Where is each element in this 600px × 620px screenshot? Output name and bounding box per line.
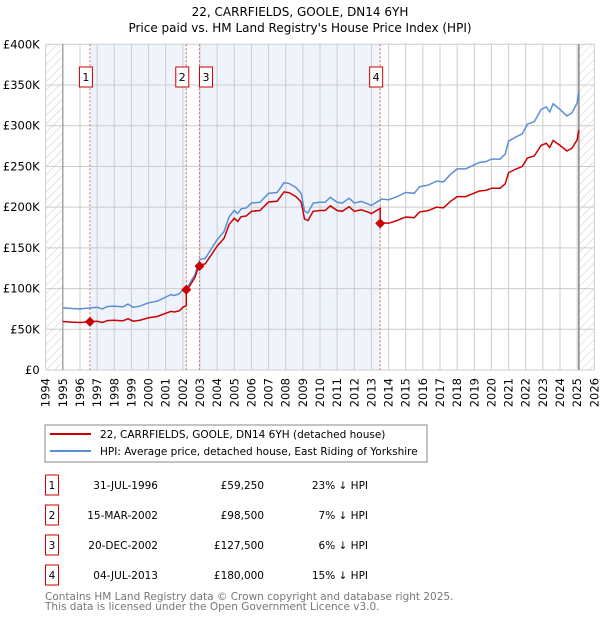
x-tick-label: 2009	[296, 378, 310, 407]
row-number: 4	[49, 570, 56, 582]
x-tick-label: 1994	[39, 378, 53, 407]
x-tick-label: 2015	[399, 378, 413, 407]
sale-badge-box	[175, 66, 190, 88]
y-tick-label: £0	[25, 363, 40, 377]
property-price-line	[62, 129, 580, 324]
table-row: 4 04-JUL-2013 £180,000 15% ↓ HPI	[45, 564, 368, 586]
table-row: 3 20-DEC-2002 £127,500 6% ↓ HPI	[45, 534, 368, 556]
footer-licence: This data is licensed under the Open Gov…	[44, 601, 380, 613]
row-number: 2	[49, 510, 56, 522]
x-tick-label: 2002	[176, 378, 190, 407]
hpi-line	[62, 91, 580, 310]
y-tick-label: £350K	[3, 78, 40, 92]
x-tick-label: 2001	[159, 378, 173, 407]
sale-badge-number: 1	[82, 71, 89, 84]
sale-price: £180,000	[214, 570, 264, 582]
sale-price: £59,250	[221, 480, 264, 492]
y-tick-label: £150K	[3, 241, 40, 255]
sale-date: 31-JUL-1996	[93, 480, 158, 492]
x-tick-label: 2020	[484, 378, 498, 407]
hpi-difference: 7% ↓ HPI	[319, 510, 368, 522]
row-number: 3	[49, 540, 56, 552]
x-tick-label: 2008	[279, 378, 293, 407]
sale-point	[181, 284, 192, 295]
row-number-box	[45, 474, 59, 496]
x-tick-label: 1997	[90, 378, 104, 407]
sale-number-badge: 3	[198, 66, 213, 88]
sale-number-badge: 4	[369, 66, 384, 88]
y-tick-label: £400K	[3, 37, 40, 51]
x-tick-label: 2016	[416, 378, 430, 407]
sale-badge-box	[78, 66, 93, 88]
sale-number-badge: 2	[175, 66, 190, 88]
y-tick-label: £50K	[10, 322, 40, 336]
sale-date: 15-MAR-2002	[87, 510, 158, 522]
y-tick-label: £100K	[3, 282, 40, 296]
legend: 22, CARRFIELDS, GOOLE, DN14 6YH (detache…	[44, 424, 428, 463]
sale-price: £98,500	[221, 510, 264, 522]
x-tick-label: 2026	[587, 378, 600, 407]
y-tick-label: £300K	[3, 119, 40, 133]
x-tick-label: 1998	[107, 378, 121, 407]
x-tick-label: 2014	[382, 378, 396, 407]
x-tick-label: 2007	[262, 378, 276, 407]
sale-badge-number: 2	[179, 71, 186, 84]
legend-box	[44, 424, 428, 463]
x-tick-label: 2025	[570, 378, 584, 407]
x-tick-label: 2005	[227, 378, 241, 407]
x-tick-label: 2000	[142, 378, 156, 407]
sale-date: 04-JUL-2013	[93, 570, 158, 582]
sale-point	[375, 218, 386, 229]
sale-price: £127,500	[214, 540, 264, 552]
sale-badge-number: 3	[202, 71, 209, 84]
footer-copyright: Contains HM Land Registry data © Crown c…	[45, 591, 453, 603]
x-tick-label: 2023	[536, 378, 550, 407]
x-tick-label: 2010	[313, 378, 327, 407]
hpi-difference: 23% ↓ HPI	[312, 480, 368, 492]
x-tick-label: 2019	[467, 378, 481, 407]
sales-table: 1 31-JUL-1996 £59,250 23% ↓ HPI 2 15-MAR-2002…	[45, 474, 368, 586]
x-tick-label: 2011	[330, 378, 344, 407]
sale-number-badge: 1	[78, 66, 93, 88]
sale-badge-box	[198, 66, 213, 88]
x-tick-label: 1999	[124, 378, 138, 407]
y-tick-label: £200K	[3, 200, 40, 214]
x-tick-label: 2022	[519, 378, 533, 407]
sale-point	[84, 316, 95, 327]
x-tick-label: 2024	[553, 378, 567, 407]
x-tick-label: 2012	[347, 378, 361, 407]
hpi-difference: 15% ↓ HPI	[312, 570, 368, 582]
x-tick-label: 2013	[364, 378, 378, 407]
row-number: 1	[49, 480, 56, 492]
x-tick-label: 2021	[502, 378, 516, 407]
x-tick-label: 1995	[56, 378, 70, 407]
x-tick-label: 2003	[193, 378, 207, 407]
legend-property-label: 22, CARRFIELDS, GOOLE, DN14 6YH (detache…	[100, 429, 385, 441]
x-tick-label: 2006	[244, 378, 258, 407]
sale-date: 20-DEC-2002	[88, 540, 158, 552]
chart-title: 22, CARRFIELDS, GOOLE, DN14 6YH	[192, 5, 409, 19]
sale-point	[194, 261, 205, 272]
chart-subtitle: Price paid vs. HM Land Registry's House …	[128, 21, 471, 35]
sale-badge-box	[369, 66, 384, 88]
row-number-box	[45, 504, 59, 526]
x-tick-label: 1996	[73, 378, 87, 407]
x-tick-label: 2004	[210, 378, 224, 407]
table-row: 2 15-MAR-2002 £98,500 7% ↓ HPI	[45, 504, 368, 526]
y-tick-label: £250K	[3, 159, 40, 173]
x-tick-label: 2018	[450, 378, 464, 407]
sale-badge-number: 4	[373, 71, 380, 84]
row-number-box	[45, 534, 59, 556]
x-tick-label: 2017	[433, 378, 447, 407]
row-number-box	[45, 564, 59, 586]
hpi-difference: 6% ↓ HPI	[319, 540, 368, 552]
legend-hpi-label: HPI: Average price, detached house, East…	[100, 446, 418, 458]
table-row: 1 31-JUL-1996 £59,250 23% ↓ HPI	[45, 474, 368, 496]
